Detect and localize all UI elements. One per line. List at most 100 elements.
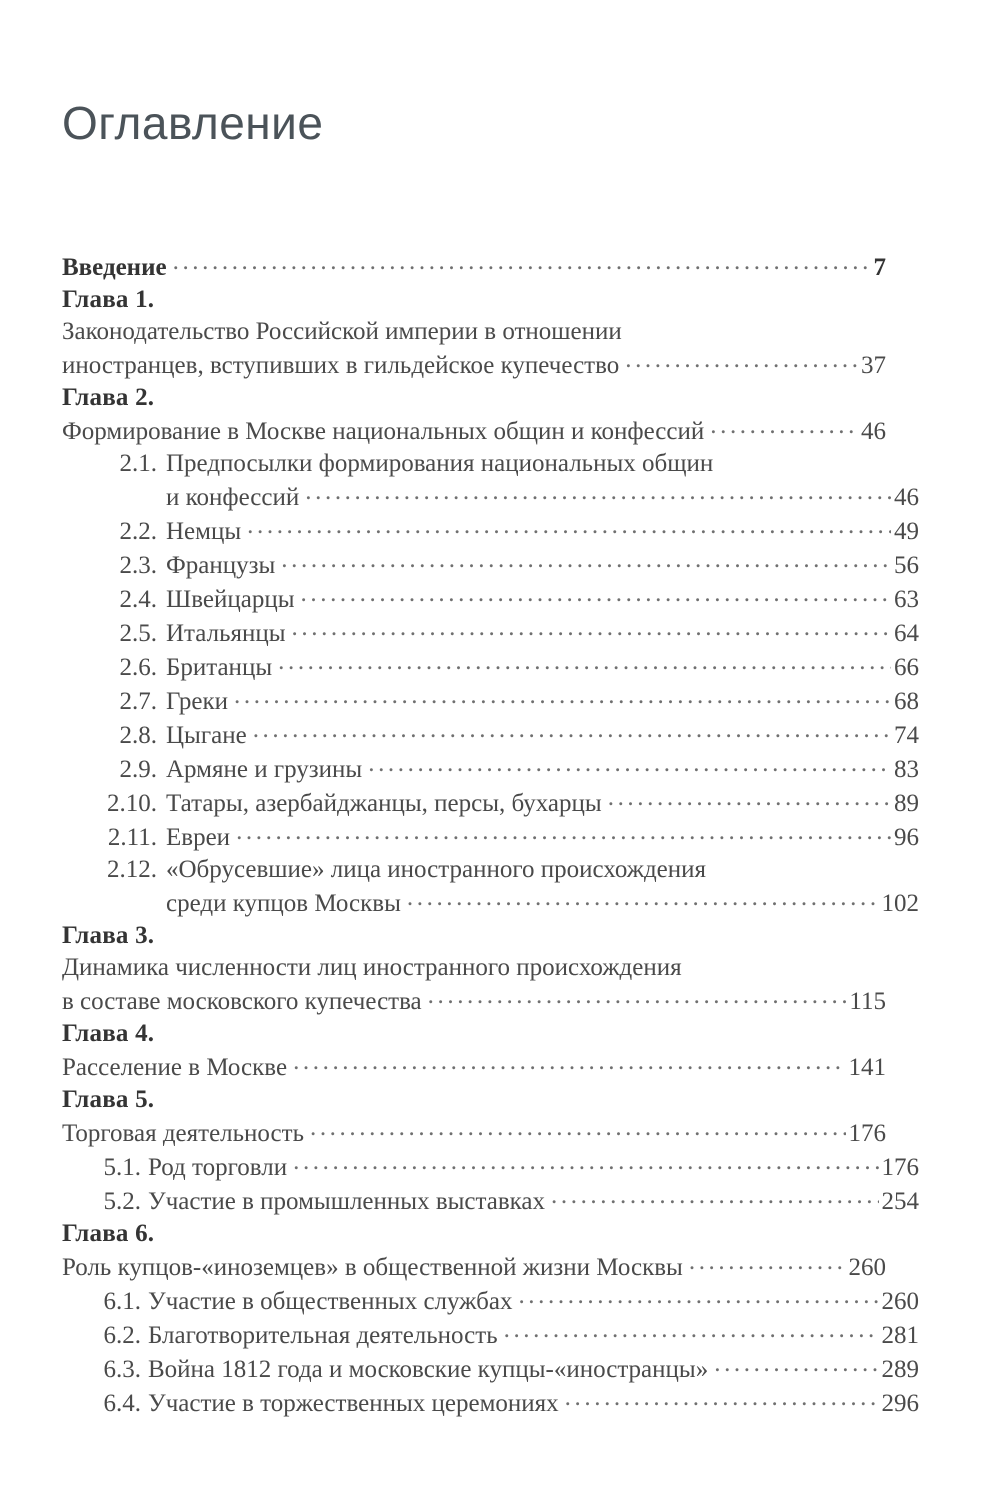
toc-entry-section[interactable]: 2.4. Швейцарцы 63 xyxy=(62,582,920,616)
chapter-label[interactable]: Глава 6. xyxy=(62,1220,155,1247)
entry-label: Война 1812 года и московские купцы-«инос… xyxy=(148,1356,709,1383)
toc-entry-section[interactable]: 2.11. Евреи 96 xyxy=(62,820,919,854)
toc-entry-chapter[interactable]: Торговая деятельность 176 xyxy=(62,1116,886,1150)
dot-leader xyxy=(689,1250,846,1275)
entry-number: 6.3. xyxy=(103,1356,142,1383)
toc-entry-chapter-line[interactable]: Законодательство Российской империи в от… xyxy=(62,316,886,348)
page-title: Оглавление xyxy=(62,97,324,149)
dot-leader xyxy=(518,1284,878,1309)
entry-number: 2.12. xyxy=(107,856,157,883)
toc-entry-section[interactable]: 2.6. Британцы 66 xyxy=(62,650,920,684)
entry-label: Татары, азербайджанцы, персы, бухарцы xyxy=(166,790,602,817)
toc-entry-section[interactable]: 6.4.Участие в торжественных церемониях 29… xyxy=(62,1386,920,1420)
dot-leader xyxy=(608,786,891,811)
toc-entry-chapter-line[interactable]: в составе московского купечества 115 xyxy=(62,984,886,1018)
toc-entry-section[interactable]: 2.5. Итальянцы 64 xyxy=(62,616,920,650)
chapter-label[interactable]: Глава 3. xyxy=(62,922,155,949)
entry-label: Расселение в Москве xyxy=(62,1054,288,1081)
dot-leader xyxy=(407,886,879,911)
toc-entry-chapter[interactable]: Формирование в Москве национальных общин… xyxy=(62,414,886,448)
toc-entry-section[interactable]: 5.1.Род торговли 176 xyxy=(62,1150,920,1184)
page-number: 281 xyxy=(881,1322,920,1349)
toc-entry-section-continuation[interactable]: 2.12.среди купцов Москвы102 xyxy=(62,886,919,920)
entry-label: и конфессий xyxy=(166,484,300,511)
toc-entry-section[interactable]: 2.12. «Обрусевшие» лица иностранного прои… xyxy=(62,854,919,886)
page-number: 289 xyxy=(881,1356,920,1383)
entry-label: Евреи xyxy=(166,824,231,851)
page-number: 37 xyxy=(861,352,886,379)
toc-entry-chapter-line[interactable]: иностранцев, вступивших в гильдейское ку… xyxy=(62,348,886,382)
dot-leader xyxy=(710,414,858,439)
entry-label: Роль купцов-«иноземцев» в общественной ж… xyxy=(62,1254,683,1281)
entry-number: 2.11. xyxy=(107,824,157,851)
toc-entry-chapter[interactable]: Расселение в Москве 141 xyxy=(62,1050,886,1084)
toc-entry-section[interactable]: 2.8. Цыгане 74 xyxy=(62,718,920,752)
dot-leader xyxy=(173,250,871,275)
chapter-label[interactable]: Глава 5. xyxy=(62,1086,155,1113)
chapter-label[interactable]: Глава 4. xyxy=(62,1020,155,1047)
page-number: 89 xyxy=(894,790,919,817)
toc-entry-chapter[interactable]: Роль купцов-«иноземцев» в общественной ж… xyxy=(62,1250,886,1284)
page-number: 66 xyxy=(894,654,919,681)
page-number: 176 xyxy=(848,1120,887,1147)
page-number: 49 xyxy=(894,518,919,545)
page-number: 176 xyxy=(881,1154,920,1181)
toc-entry-section-continuation[interactable]: 2.1.и конфессий46 xyxy=(62,480,919,514)
page-number: 83 xyxy=(894,756,919,783)
toc-entry-section[interactable]: 2.7. Греки 68 xyxy=(62,684,920,718)
chapter-label[interactable]: Глава 2. xyxy=(62,384,155,411)
entry-number: 6.1. xyxy=(103,1288,142,1315)
toc-entry-section[interactable]: 6.1.Участие в общественных службах 260 xyxy=(62,1284,920,1318)
dot-leader xyxy=(281,548,891,573)
dot-leader xyxy=(551,1184,878,1209)
dot-leader xyxy=(565,1386,879,1411)
entry-label: Французы xyxy=(166,552,276,579)
dot-leader xyxy=(305,480,891,505)
dot-leader xyxy=(428,984,847,1009)
page-number: 64 xyxy=(894,620,919,647)
page-number: 96 xyxy=(894,824,919,851)
entry-label: Торговая деятельность xyxy=(62,1120,304,1147)
entry-label: Греки xyxy=(166,688,228,715)
entry-label: среди купцов Москвы xyxy=(166,890,401,917)
entry-number: 2.8. xyxy=(119,722,158,749)
table-of-contents: Введение 7 Глава 1. Законодательство Россий… xyxy=(62,250,919,1420)
entry-label: Предпосылки формирования национальных об… xyxy=(166,450,714,477)
dot-leader xyxy=(292,616,891,641)
entry-label: «Обрусевшие» лица иностранного происхожд… xyxy=(166,856,707,883)
page-number: 7 xyxy=(873,254,887,281)
page-number: 254 xyxy=(881,1188,920,1215)
entry-label: Формирование в Москве национальных общин… xyxy=(62,418,705,445)
page-number: 296 xyxy=(881,1390,920,1417)
toc-entry-chapter-line[interactable]: Динамика численности лиц иностранного пр… xyxy=(62,952,886,984)
page-number: 141 xyxy=(848,1054,887,1081)
dot-leader xyxy=(293,1150,878,1175)
page-number: 56 xyxy=(894,552,919,579)
toc-entry-section[interactable]: 2.2. Немцы 49 xyxy=(62,514,920,548)
chapter-label[interactable]: Глава 1. xyxy=(62,286,155,313)
toc-entry-section[interactable]: 5.2.Участие в промышленных выставках 254 xyxy=(62,1184,920,1218)
entry-number: 2.7. xyxy=(119,688,158,715)
toc-entry-section[interactable]: 6.2.Благотворительная деятельность 281 xyxy=(62,1318,920,1352)
entry-number: 2.10. xyxy=(107,790,157,817)
toc-entry-section[interactable]: 2.9. Армяне и грузины 83 xyxy=(62,752,920,786)
entry-number: 5.1. xyxy=(103,1154,142,1181)
page-number: 115 xyxy=(849,988,886,1015)
entry-label: Цыгане xyxy=(166,722,247,749)
entry-label: Швейцарцы xyxy=(166,586,295,613)
page-number: 74 xyxy=(894,722,919,749)
page-number: 63 xyxy=(894,586,919,613)
dot-leader xyxy=(278,650,891,675)
dot-leader xyxy=(247,514,891,539)
page-number: 46 xyxy=(894,484,919,511)
entry-label: Участие в общественных службах xyxy=(148,1288,513,1315)
toc-entry-section[interactable]: 2.3. Французы 56 xyxy=(62,548,920,582)
toc-entry-introduction[interactable]: Введение 7 xyxy=(62,250,886,284)
entry-number: 2.6. xyxy=(119,654,158,681)
toc-entry-section[interactable]: 2.10. Татары, азербайджанцы, персы, бухар… xyxy=(62,786,919,820)
entry-label: Участие в промышленных выставках xyxy=(148,1188,546,1215)
entry-label: Динамика численности лиц иностранного пр… xyxy=(62,954,682,981)
toc-entry-section[interactable]: 6.3. Война 1812 года и московские купцы-«… xyxy=(62,1352,920,1386)
toc-entry-section[interactable]: 2.1. Предпосылки формирования национальны… xyxy=(62,448,919,480)
entry-label: Итальянцы xyxy=(166,620,286,647)
